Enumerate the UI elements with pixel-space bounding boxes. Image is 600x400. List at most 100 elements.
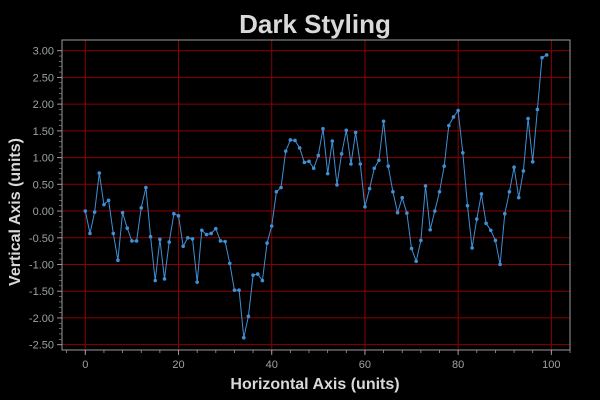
- data-point: [204, 232, 209, 237]
- data-point: [88, 231, 92, 236]
- y-tick-label: 1.00: [33, 153, 54, 165]
- data-point: [97, 171, 102, 175]
- data-point: [223, 239, 227, 244]
- data-point: [241, 335, 246, 340]
- data-point: [255, 272, 260, 276]
- data-point: [195, 280, 199, 284]
- data-point: [172, 211, 176, 216]
- data-point: [167, 240, 171, 244]
- data-point: [321, 126, 325, 131]
- data-point: [148, 234, 153, 239]
- x-tick-label: 0: [82, 359, 88, 371]
- data-point: [479, 192, 484, 196]
- data-point: [461, 150, 465, 155]
- data-point: [521, 169, 526, 173]
- data-point: [269, 224, 274, 228]
- data-point: [474, 217, 479, 221]
- data-point: [227, 261, 232, 266]
- y-tick-label: -2.50: [29, 340, 54, 352]
- data-point: [232, 288, 237, 292]
- data-point: [470, 246, 474, 250]
- data-point: [218, 239, 223, 243]
- data-point: [544, 53, 549, 57]
- data-point: [372, 166, 377, 171]
- y-tick-label: 2.50: [33, 72, 54, 84]
- data-point: [283, 149, 288, 153]
- x-tick-label: 20: [172, 359, 184, 371]
- data-point: [493, 238, 498, 243]
- data-point: [311, 166, 316, 171]
- x-tick-label: 60: [359, 359, 371, 371]
- data-point: [456, 108, 460, 113]
- data-point: [428, 227, 432, 232]
- data-point: [367, 186, 372, 191]
- data-point: [274, 189, 279, 194]
- data-point: [139, 206, 144, 210]
- data-point: [442, 164, 446, 168]
- data-point: [307, 159, 311, 164]
- y-tick-label: -1.00: [29, 259, 54, 271]
- data-point: [92, 210, 97, 214]
- data-point: [530, 160, 535, 164]
- data-point: [344, 128, 349, 133]
- data-point: [358, 162, 363, 166]
- x-tick-label: 40: [266, 359, 278, 371]
- data-point: [488, 228, 493, 233]
- y-tick-label: -2.00: [29, 313, 54, 325]
- data-point: [339, 152, 344, 156]
- y-tick-label: -0.50: [29, 233, 54, 245]
- data-point: [419, 238, 423, 243]
- data-point: [349, 162, 353, 166]
- data-point: [447, 123, 451, 128]
- data-point: [330, 139, 335, 143]
- x-axis-label: Horizontal Axis (units): [230, 376, 399, 393]
- data-point: [423, 184, 428, 188]
- data-point: [335, 183, 339, 187]
- data-point: [502, 211, 507, 216]
- data-point: [437, 189, 442, 194]
- data-point: [526, 116, 530, 121]
- y-tick-label: 0.00: [33, 206, 54, 218]
- y-tick-label: 2.00: [33, 99, 54, 111]
- data-point: [391, 189, 395, 194]
- data-point: [279, 185, 283, 190]
- data-point: [498, 262, 502, 267]
- data-point: [316, 153, 321, 158]
- data-point: [162, 277, 167, 281]
- data-point: [381, 119, 386, 124]
- data-point: [153, 278, 158, 283]
- data-point: [237, 288, 241, 292]
- data-point: [409, 246, 414, 251]
- data-point: [134, 239, 139, 243]
- data-point: [377, 158, 381, 163]
- data-point: [535, 107, 540, 112]
- data-point: [251, 273, 255, 277]
- y-tick-label: 3.00: [33, 46, 54, 58]
- data-point: [414, 259, 419, 264]
- data-point: [297, 146, 302, 150]
- data-point: [106, 198, 111, 203]
- data-point: [144, 185, 148, 190]
- y-tick-label: 1.50: [33, 126, 54, 138]
- data-point: [433, 209, 437, 213]
- data-point: [246, 314, 251, 319]
- data-point: [451, 115, 456, 119]
- data-point: [102, 202, 106, 207]
- data-point: [325, 171, 330, 176]
- data-point: [125, 226, 130, 230]
- data-point: [158, 237, 162, 242]
- y-tick-label: -1.50: [29, 286, 54, 298]
- x-tick-label: 100: [542, 359, 560, 371]
- data-point: [130, 239, 134, 243]
- series-line: [84, 54, 547, 338]
- data-point: [111, 231, 116, 236]
- data-point: [395, 210, 400, 215]
- data-point: [302, 160, 307, 165]
- data-point: [484, 221, 488, 226]
- data-point: [186, 235, 190, 240]
- data-point: [200, 228, 204, 233]
- plot-background: [62, 40, 570, 350]
- y-tick-label: 0.50: [33, 179, 54, 191]
